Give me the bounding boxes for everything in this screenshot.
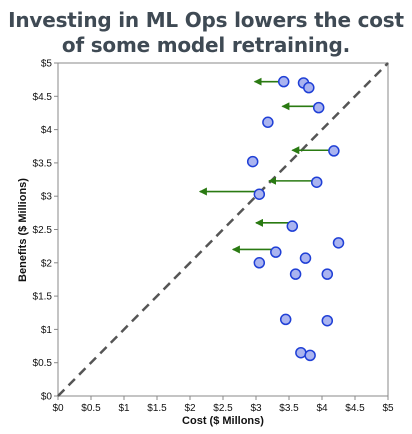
x-tick-label: $2.5 <box>213 403 233 414</box>
data-point <box>310 176 323 188</box>
data-point <box>289 268 302 280</box>
data-point <box>277 75 290 88</box>
data-point <box>279 313 292 326</box>
data-point <box>253 188 266 200</box>
y-tick-label: $5 <box>41 59 53 70</box>
x-tick-label: $3.5 <box>279 403 299 414</box>
data-point <box>286 220 299 232</box>
y-tick-label: $1 <box>41 325 53 336</box>
data-point <box>299 252 312 264</box>
x-tick-label: $3 <box>250 403 262 414</box>
y-tick-label: $4 <box>41 125 53 136</box>
x-tick-label: $1 <box>118 403 130 414</box>
y-tick-label: $0 <box>41 392 53 403</box>
data-point <box>295 346 307 359</box>
data-point <box>270 246 282 258</box>
data-point <box>328 145 340 157</box>
chart-title-line-1: Investing in ML Ops lowers the cost <box>8 8 404 32</box>
x-tick-label: $1.5 <box>147 403 167 414</box>
x-tick-label: $0 <box>52 403 64 414</box>
diagonal-reference <box>57 62 389 397</box>
data-point <box>303 81 315 94</box>
data-point <box>312 101 325 114</box>
y-axis-label: Benefits ($ Millions) <box>17 178 29 282</box>
y-tick-label: $0.5 <box>33 358 53 369</box>
x-tick-label: $0.5 <box>81 403 101 414</box>
data-point <box>321 314 334 327</box>
chart-title: Investing in ML Ops lowers the cost of s… <box>0 8 412 58</box>
y-tick-label: $3 <box>41 192 53 203</box>
y-tick-label: $1.5 <box>33 292 53 303</box>
axes: $0 $0.5 $1 $1.5 $2 $2.5 $3 $3.5 $4 $4.5 $5 $0 $0.5 $1… <box>33 59 394 415</box>
points <box>246 75 345 362</box>
data-point <box>321 268 334 280</box>
x-axis-label: Cost ($ Millons) <box>182 415 264 427</box>
y-tick-label: $2 <box>41 258 53 269</box>
data-point <box>304 349 316 362</box>
diagonal-line <box>57 62 389 397</box>
chart-title-line-2: of some model retraining. <box>61 33 351 57</box>
data-point <box>332 237 345 249</box>
x-tick-label: $4 <box>316 403 328 414</box>
x-tick-label: $4.5 <box>345 403 365 414</box>
y-tick-label: $4.5 <box>33 92 53 103</box>
data-point <box>262 116 274 129</box>
x-tick-label: $5 <box>382 403 394 414</box>
data-point <box>246 155 259 168</box>
y-tick-label: $2.5 <box>33 225 53 236</box>
x-tick-label: $2 <box>184 403 196 414</box>
y-tick-label: $3.5 <box>33 158 53 169</box>
data-point <box>253 257 266 269</box>
